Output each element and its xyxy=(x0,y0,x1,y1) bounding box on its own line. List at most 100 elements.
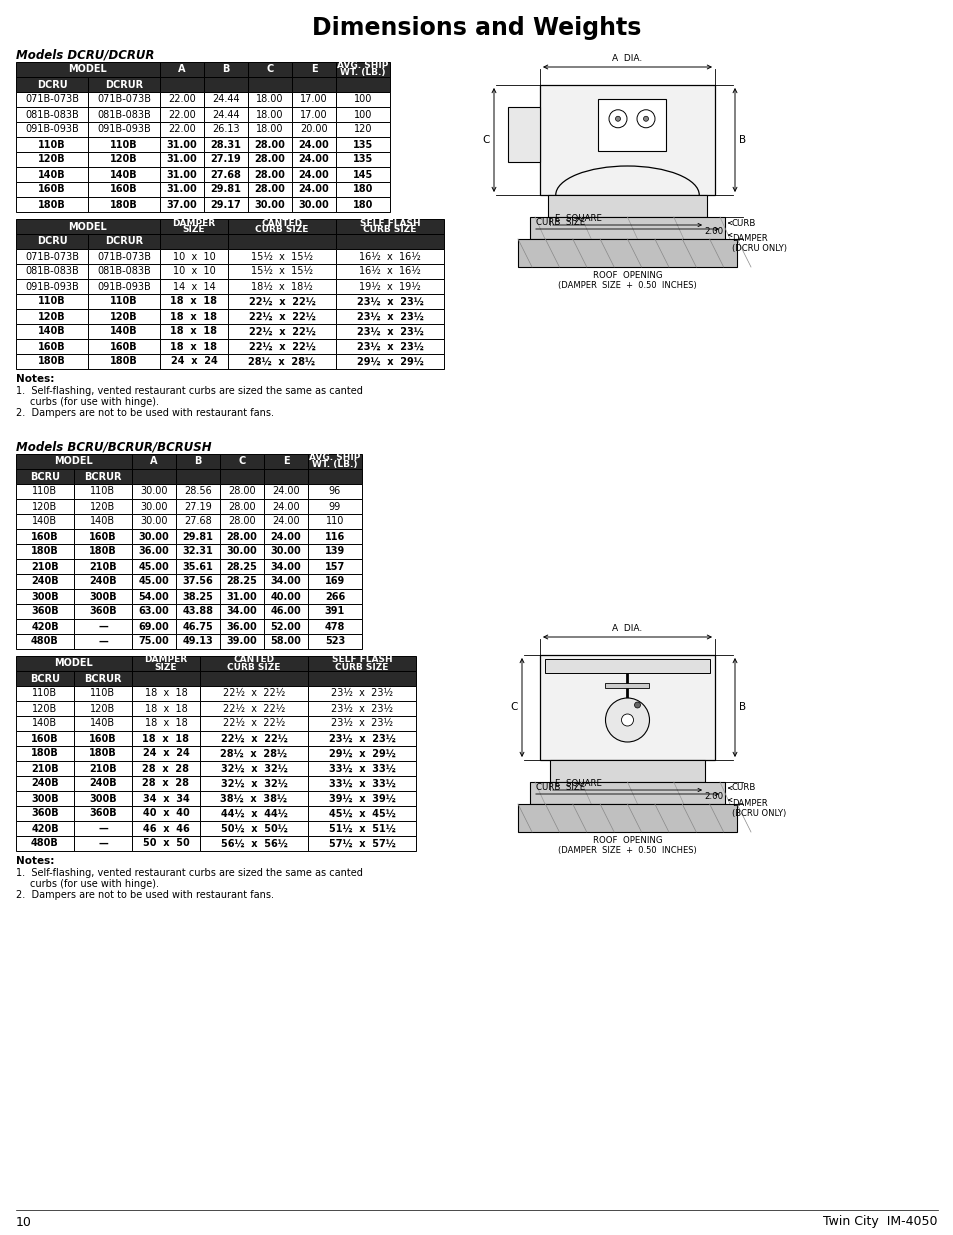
Text: 99: 99 xyxy=(329,501,341,511)
Bar xyxy=(132,731,200,746)
Bar xyxy=(308,716,416,731)
Bar xyxy=(160,137,204,152)
Text: 28.00: 28.00 xyxy=(228,487,255,496)
Text: 28.25: 28.25 xyxy=(226,562,257,572)
Text: 43.88: 43.88 xyxy=(182,606,213,616)
Text: 75.00: 75.00 xyxy=(138,636,170,646)
Bar xyxy=(132,454,175,469)
Bar xyxy=(204,152,248,167)
Bar xyxy=(308,634,361,650)
Text: 28.00: 28.00 xyxy=(254,154,285,164)
Text: E  SQUARE: E SQUARE xyxy=(555,214,601,224)
Text: 266: 266 xyxy=(325,592,345,601)
Text: 120B: 120B xyxy=(91,501,115,511)
Bar xyxy=(74,529,132,543)
Text: 210B: 210B xyxy=(89,763,116,773)
Bar xyxy=(16,671,74,685)
Text: 139: 139 xyxy=(325,547,345,557)
Text: 24.00: 24.00 xyxy=(272,487,299,496)
Bar xyxy=(292,107,335,122)
Bar xyxy=(220,514,264,529)
Bar xyxy=(132,685,200,701)
Text: 69.00: 69.00 xyxy=(138,621,170,631)
Text: 38.25: 38.25 xyxy=(182,592,213,601)
Text: 24.00: 24.00 xyxy=(298,140,329,149)
Text: 30.00: 30.00 xyxy=(140,487,168,496)
Bar xyxy=(335,354,443,369)
Text: Notes:: Notes: xyxy=(16,856,54,866)
Text: 210B: 210B xyxy=(89,562,116,572)
Text: 23½  x  23½: 23½ x 23½ xyxy=(356,296,423,306)
Bar xyxy=(160,107,204,122)
Text: 180B: 180B xyxy=(110,357,138,367)
Bar xyxy=(292,62,335,77)
Bar xyxy=(74,604,132,619)
Text: 110B: 110B xyxy=(32,487,57,496)
Text: MODEL: MODEL xyxy=(54,658,93,668)
Text: 180B: 180B xyxy=(31,547,59,557)
Bar xyxy=(220,604,264,619)
Bar xyxy=(335,182,390,198)
Bar xyxy=(16,152,88,167)
Bar xyxy=(160,152,204,167)
Bar xyxy=(160,309,228,324)
Bar xyxy=(292,198,335,212)
Bar xyxy=(175,619,220,634)
Text: 31.00: 31.00 xyxy=(227,592,257,601)
Text: 140B: 140B xyxy=(32,719,57,729)
Bar xyxy=(74,776,132,790)
Text: curbs (for use with hinge).: curbs (for use with hinge). xyxy=(30,396,159,408)
Text: 210B: 210B xyxy=(31,562,59,572)
Bar xyxy=(308,589,361,604)
Bar xyxy=(228,324,335,338)
Text: CURB SIZE: CURB SIZE xyxy=(255,226,309,235)
Text: 37.00: 37.00 xyxy=(167,200,197,210)
Bar xyxy=(16,806,74,821)
Text: 46.00: 46.00 xyxy=(271,606,301,616)
Bar xyxy=(16,62,160,77)
Bar xyxy=(16,716,74,731)
Text: DCRUR: DCRUR xyxy=(105,79,143,89)
Text: 169: 169 xyxy=(325,577,345,587)
Bar xyxy=(550,760,704,782)
Bar xyxy=(530,217,724,240)
Bar xyxy=(88,167,160,182)
Bar xyxy=(74,731,132,746)
Bar xyxy=(308,821,416,836)
Text: 31.00: 31.00 xyxy=(167,184,197,194)
Text: 23½  x  23½: 23½ x 23½ xyxy=(328,734,395,743)
Bar xyxy=(88,354,160,369)
Bar xyxy=(204,107,248,122)
Text: 28½  x  28½: 28½ x 28½ xyxy=(220,748,287,758)
Bar xyxy=(16,499,74,514)
Text: CURB: CURB xyxy=(731,219,756,227)
Text: 2.00: 2.00 xyxy=(703,227,722,236)
Text: A  DIA.: A DIA. xyxy=(612,54,642,63)
Bar xyxy=(132,604,175,619)
Bar xyxy=(74,790,132,806)
Text: Dimensions and Weights: Dimensions and Weights xyxy=(312,16,641,40)
Bar xyxy=(16,514,74,529)
Bar xyxy=(16,484,74,499)
Bar xyxy=(264,604,308,619)
Bar xyxy=(88,309,160,324)
Bar xyxy=(16,761,74,776)
Text: 22½  x  22½: 22½ x 22½ xyxy=(220,734,287,743)
Text: 10  x  10: 10 x 10 xyxy=(172,267,215,277)
Text: 23½  x  23½: 23½ x 23½ xyxy=(356,326,423,336)
Bar xyxy=(160,338,228,354)
Text: 28½  x  28½: 28½ x 28½ xyxy=(248,357,315,367)
Bar xyxy=(228,249,335,264)
Bar xyxy=(88,77,160,91)
Text: 160B: 160B xyxy=(111,342,137,352)
Bar xyxy=(220,559,264,574)
Text: SIZE: SIZE xyxy=(154,662,177,672)
Bar xyxy=(160,167,204,182)
Text: 28  x  28: 28 x 28 xyxy=(142,778,190,788)
Bar xyxy=(16,454,132,469)
Text: 110: 110 xyxy=(326,516,344,526)
Bar xyxy=(200,821,308,836)
Text: 17.00: 17.00 xyxy=(300,95,328,105)
Bar xyxy=(264,543,308,559)
Bar xyxy=(132,543,175,559)
